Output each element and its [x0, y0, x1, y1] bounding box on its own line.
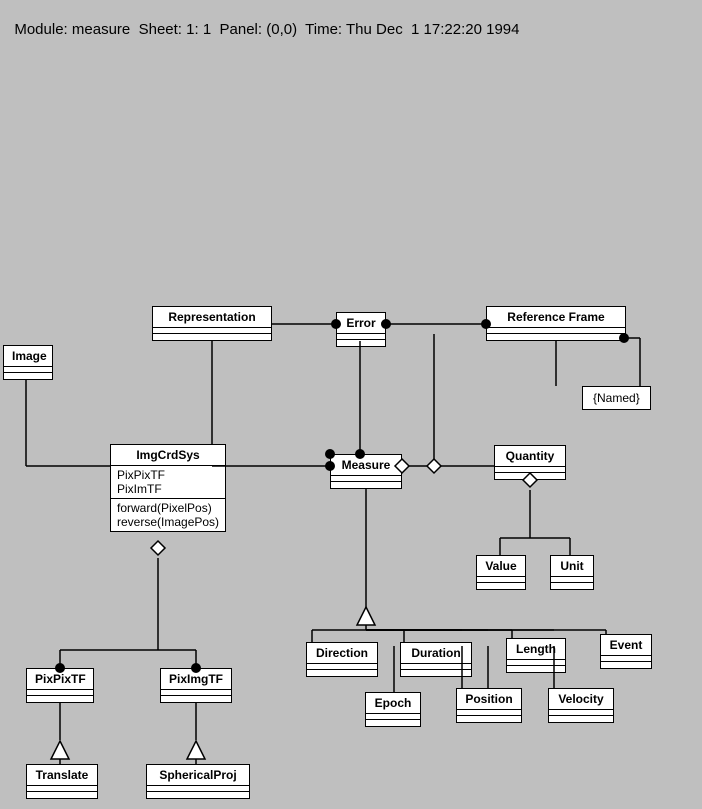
module-value: measure [72, 21, 130, 38]
empty-section [601, 662, 651, 668]
op: forward(PixelPos) [117, 501, 219, 515]
class-name: Representation [153, 307, 271, 328]
class-name: PixPixTF [27, 669, 93, 690]
class-length: Length [506, 638, 566, 673]
class-attrs: PixPixTFPixImTF [111, 466, 225, 499]
empty-section [161, 696, 231, 702]
empty-section [457, 716, 521, 722]
class-name: Duration [401, 643, 471, 664]
time-value: Thu Dec 1 17:22:20 1994 [346, 21, 519, 38]
class-reference_frame: Reference Frame [486, 306, 626, 341]
time-label: Time: [305, 21, 342, 38]
inheritance-triangle-icon [51, 741, 69, 759]
class-piximgtf: PixImgTF [160, 668, 232, 703]
empty-section [549, 716, 613, 722]
class-name: Image [4, 346, 52, 367]
class-translate: Translate [26, 764, 98, 799]
empty-section [495, 473, 565, 479]
class-position: Position [456, 688, 522, 723]
attr: PixImTF [117, 482, 219, 496]
empty-section [4, 373, 52, 379]
class-value: Value [476, 555, 526, 590]
class-name: PixImgTF [161, 669, 231, 690]
class-name: Quantity [495, 446, 565, 467]
panel-label: Panel: [220, 21, 263, 38]
class-name: Velocity [549, 689, 613, 710]
empty-section [366, 720, 420, 726]
class-duration: Duration [400, 642, 472, 677]
class-name: Measure [331, 455, 401, 476]
empty-section [487, 334, 625, 340]
empty-section [551, 583, 593, 589]
inheritance-triangle-icon [357, 607, 375, 625]
aggregation-diamond-icon [151, 541, 165, 555]
class-image: Image [3, 345, 53, 380]
class-name: SphericalProj [147, 765, 249, 786]
op: reverse(ImagePos) [117, 515, 219, 529]
class-ops: forward(PixelPos)reverse(ImagePos) [111, 499, 225, 531]
class-direction: Direction [306, 642, 378, 677]
inheritance-triangle-icon [187, 741, 205, 759]
empty-section [27, 792, 97, 798]
class-name: Epoch [366, 693, 420, 714]
empty-section [477, 583, 525, 589]
class-representation: Representation [152, 306, 272, 341]
class-name: ImgCrdSys [111, 445, 225, 466]
class-unit: Unit [550, 555, 594, 590]
class-name: Translate [27, 765, 97, 786]
class-error: Error [336, 312, 386, 347]
empty-section [147, 792, 249, 798]
sheet-label: Sheet: [139, 21, 182, 38]
class-name: Length [507, 639, 565, 660]
class-name: Unit [551, 556, 593, 577]
empty-section [153, 334, 271, 340]
panel-value: (0,0) [266, 21, 297, 38]
class-imgcrdsys: ImgCrdSysPixPixTFPixImTFforward(PixelPos… [110, 444, 226, 532]
class-quantity: Quantity [494, 445, 566, 480]
empty-section [507, 666, 565, 672]
class-measure: Measure [330, 454, 402, 489]
sheet-value: 1: 1 [186, 21, 211, 38]
class-sphericalproj: SphericalProj [146, 764, 250, 799]
class-name: Reference Frame [487, 307, 625, 328]
class-name: Position [457, 689, 521, 710]
module-label: Module: [14, 21, 67, 38]
header-line: Module: measure Sheet: 1: 1 Panel: (0,0)… [6, 4, 519, 38]
class-name: Error [337, 313, 385, 334]
class-name: Event [601, 635, 651, 656]
class-epoch: Epoch [365, 692, 421, 727]
class-velocity: Velocity [548, 688, 614, 723]
empty-section [27, 696, 93, 702]
empty-section [401, 670, 471, 676]
empty-section [337, 340, 385, 346]
class-name: Direction [307, 643, 377, 664]
attr: PixPixTF [117, 468, 219, 482]
class-event: Event [600, 634, 652, 669]
named-note: {Named} [582, 386, 651, 410]
aggregation-diamond-icon [427, 459, 441, 473]
class-name: Value [477, 556, 525, 577]
class-pixpixtf: PixPixTF [26, 668, 94, 703]
empty-section [331, 482, 401, 488]
empty-section [307, 670, 377, 676]
